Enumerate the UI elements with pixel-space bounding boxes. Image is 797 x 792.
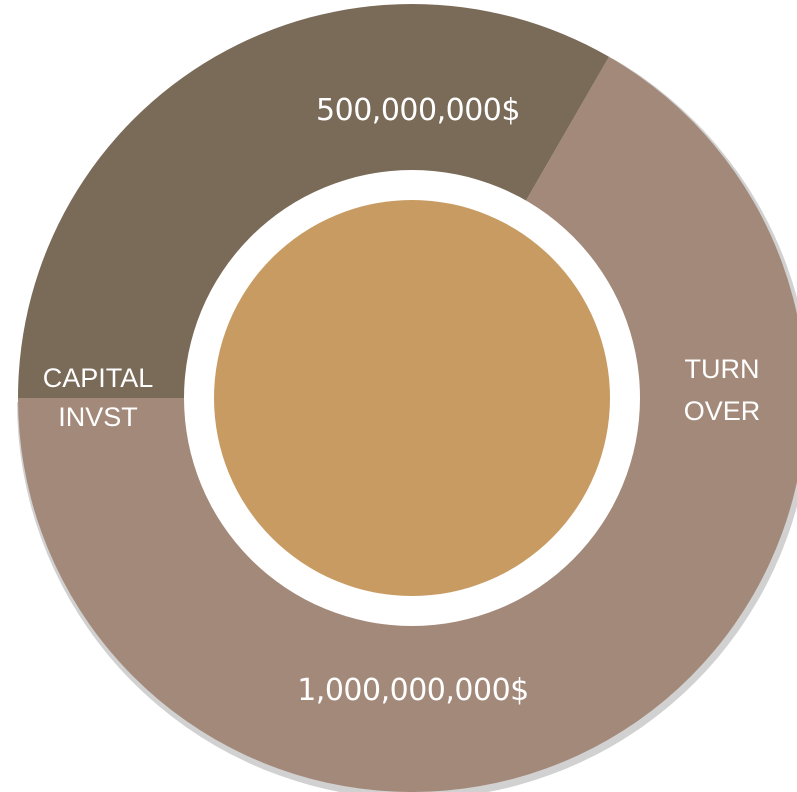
center-disc xyxy=(214,200,610,596)
category-label-capital-line2: INVST xyxy=(58,402,138,432)
category-label-capital-line1: CAPITAL xyxy=(43,363,154,393)
category-label-turnover-line2: OVER xyxy=(684,396,761,426)
value-label-turnover: 1,000,000,000$ xyxy=(297,673,529,708)
category-label-turnover-line1: TURN xyxy=(685,354,760,384)
value-label-capital: 500,000,000$ xyxy=(316,93,520,128)
